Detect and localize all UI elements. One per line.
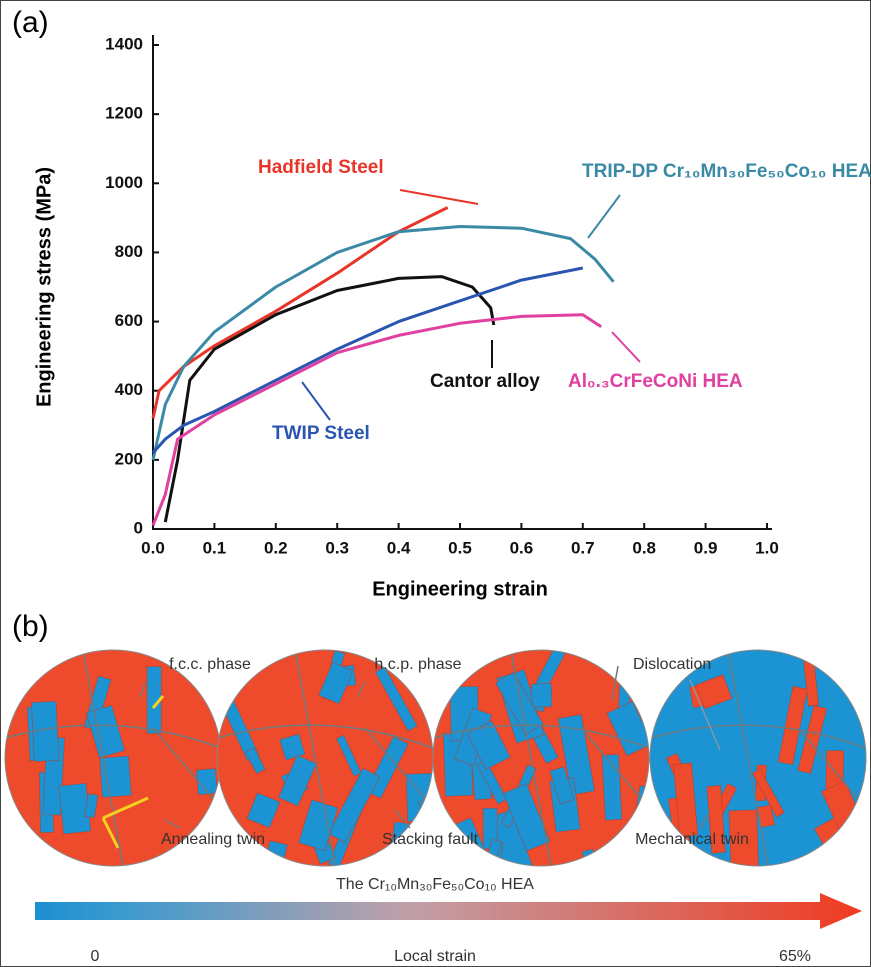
series-line [151,313,603,527]
phase-label: Mechanical twin [635,831,749,848]
phase-patch [195,768,218,795]
phase-patch [405,772,433,822]
phase-patch [695,674,733,710]
phase-label: f.c.c. phase [169,656,251,673]
phase-patch [557,714,596,796]
colorbar-title: Local strain [394,948,476,965]
phase-patch [673,762,698,837]
series-label: Hadfield Steel [258,157,384,178]
series-label: Cantor alloy [430,371,540,392]
phase-label: Dislocation [633,656,711,673]
phase-patch [467,720,511,770]
phase-patch [84,793,99,819]
grain-boundary [217,650,433,866]
panel-b-labels: f.c.c. phase h.c.p. phase Dislocation Annea… [139,656,749,848]
axes [152,35,772,530]
plot: 0 200 400 600 800 1000 1200 1400 0.0 0.1 0.2 0.3 0.4… [105,34,779,557]
pointer [394,809,411,829]
grain-boundary [5,650,221,866]
y-tick-label: 1400 [105,34,143,53]
phase-patch [728,809,759,866]
micrograph-outline [432,649,650,867]
series-label: TRIP-DP Cr₁₀Mn₃₀Fe₅₀Co₁₀ HEA [582,161,871,182]
series-line [151,206,449,419]
annotations: Hadfield Steel TRIP-DP Cr₁₀Mn₃₀Fe₅₀Co₁₀ H… [258,157,871,444]
phase-patch [374,666,418,732]
pointer [611,665,619,701]
phase-patch [606,700,649,757]
phase-patch [244,747,266,775]
phase-patch [279,733,306,761]
y-tick-label: 1200 [105,104,143,123]
phase-patch [47,865,73,866]
pointer [139,682,146,698]
pointer [689,679,721,751]
twin-boundary [101,695,165,849]
x-tick-label: 0.7 [571,538,595,557]
y-tick-label: 0 [134,518,143,537]
phase-patch [778,686,808,765]
series-line [151,266,584,454]
series-line [163,275,496,523]
phase-patch [298,799,339,852]
series-line [151,225,615,461]
y-tick-label: 200 [115,449,143,468]
phase-patch [255,840,288,866]
phase-patch [246,792,281,829]
grain-boundary [650,650,866,866]
panel-label: (b) [12,610,49,643]
x-tick-label: 0.8 [632,538,656,557]
phase-patch [495,672,544,735]
phase-patch [752,768,785,818]
y-tick-label: 800 [115,242,143,261]
series-label: TWIP Steel [272,423,370,444]
phase-patch [635,841,649,866]
x-axis-label: Engineering strain [372,578,548,600]
micrograph [433,650,649,866]
y-axis-label: Engineering stress (MPa) [33,167,55,407]
phase-label: h.c.p. phase [374,656,461,673]
phase-patch [99,755,132,798]
micrograph [217,650,433,866]
phase-label: Annealing twin [161,831,265,848]
y-tick-label: 400 [115,380,143,399]
caption: The Cr₁₀Mn₃₀Fe₅₀Co₁₀ HEA [336,876,534,893]
micrograph-outline [649,649,867,867]
phase-patch [318,661,354,705]
x-tick-label: 0.6 [510,538,534,557]
micrographs [4,649,867,867]
panel-label: (a) [12,6,49,39]
x-tick-label: 0.3 [325,538,349,557]
phase-patch [502,783,551,852]
x-tick-label: 0.1 [203,538,227,557]
micrograph [5,650,221,866]
phase-label: Stacking fault [382,831,479,848]
micrograph [650,650,866,866]
y-tick-label: 600 [115,311,143,330]
phase-patch [549,766,575,805]
phase-patch [278,754,317,807]
x-tick-label: 0.0 [141,538,165,557]
grain-boundary [433,650,649,866]
series-label: Al₀.₃CrFeCoNi HEA [568,371,743,392]
phase-patch [327,767,381,844]
pointer [164,819,181,829]
colorbar-min: 0 [91,948,100,965]
phase-patch [706,785,726,854]
phase-patch [531,683,553,708]
phase-patch [476,759,508,805]
y-tick-label: 1000 [105,173,143,192]
x-tick-label: 0.4 [387,538,411,557]
colorbar-max: 65% [779,948,811,965]
x-tick-label: 0.5 [448,538,472,557]
annotation-arrows [301,189,641,421]
pointer [699,811,711,829]
colorbar [35,893,862,929]
phase-patch [336,734,362,777]
x-tick-label: 0.2 [264,538,288,557]
pointer [357,680,366,698]
x-tick-label: 1.0 [755,538,779,557]
x-tick-label: 0.9 [694,538,718,557]
